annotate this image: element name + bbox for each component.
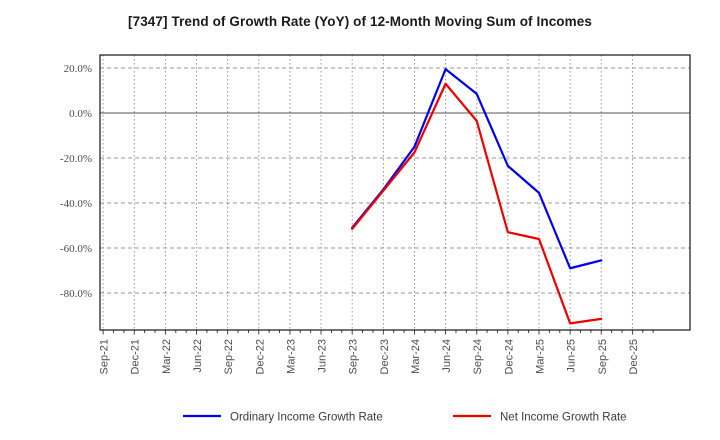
legend-label-0: Ordinary Income Growth Rate: [230, 412, 383, 424]
x-axis-tick-labels: Sep-21 Dec-21 Mar-22 Jun-22 Sep-22 Dec-22 Mar-…: [99, 339, 640, 374]
x-axis-tick-label: Mar-23: [285, 339, 297, 374]
x-axis-tick-label: Sep-24: [472, 339, 484, 374]
x-axis-tick-label: Sep-23: [348, 339, 360, 374]
x-axis-tick-label: Dec-23: [379, 339, 391, 374]
y-axis-tick-label: -80.0%: [60, 288, 92, 300]
series-line-ordinary-income: [351, 68, 603, 270]
chart-legend: Ordinary Income Growth Rate Net Income Gr…: [183, 412, 627, 424]
x-axis-tick-label: Dec-21: [130, 339, 142, 374]
series-line-net-income: [351, 82, 603, 325]
x-axis-tick-label: Dec-24: [503, 339, 515, 374]
chart-title: [7347] Trend of Growth Rate (YoY) of 12-…: [128, 14, 592, 29]
legend-label-1: Net Income Growth Rate: [500, 412, 627, 424]
x-axis-tick-label: Jun-24: [441, 339, 453, 373]
y-axis-tick-label: 0.0%: [69, 108, 92, 120]
x-axis-tick-label: Sep-22: [223, 339, 235, 374]
x-axis-tick-label: Jun-23: [317, 339, 329, 373]
y-gridlines: [100, 67, 690, 294]
x-axis-tick-label: Sep-25: [597, 339, 609, 374]
data-series-lines: [351, 68, 603, 325]
x-axis-tick-label: Jun-22: [192, 339, 204, 373]
y-axis-tick-label: -40.0%: [60, 198, 92, 210]
x-axis-tick-label: Sep-21: [99, 339, 111, 374]
y-axis-tick-label: 20.0%: [64, 63, 92, 75]
y-axis-tick-label: -20.0%: [60, 153, 92, 165]
x-axis-tick-label: Mar-22: [161, 339, 173, 374]
x-axis-tick-label: Dec-22: [254, 339, 266, 374]
x-axis-tick-label: Mar-25: [534, 339, 546, 374]
x-minor-tick-marks: [102, 330, 654, 335]
plot-area-border: [99, 54, 691, 331]
y-axis-tick-labels: 20.0% 0.0% -20.0% -40.0% -60.0% -80.0%: [60, 63, 92, 300]
x-axis-tick-label: Dec-25: [628, 339, 640, 374]
x-axis-tick-label: Mar-24: [410, 339, 422, 374]
x-axis-tick-label: Jun-25: [566, 339, 578, 373]
y-axis-tick-label: -60.0%: [60, 243, 92, 255]
x-gridlines: [102, 55, 633, 330]
